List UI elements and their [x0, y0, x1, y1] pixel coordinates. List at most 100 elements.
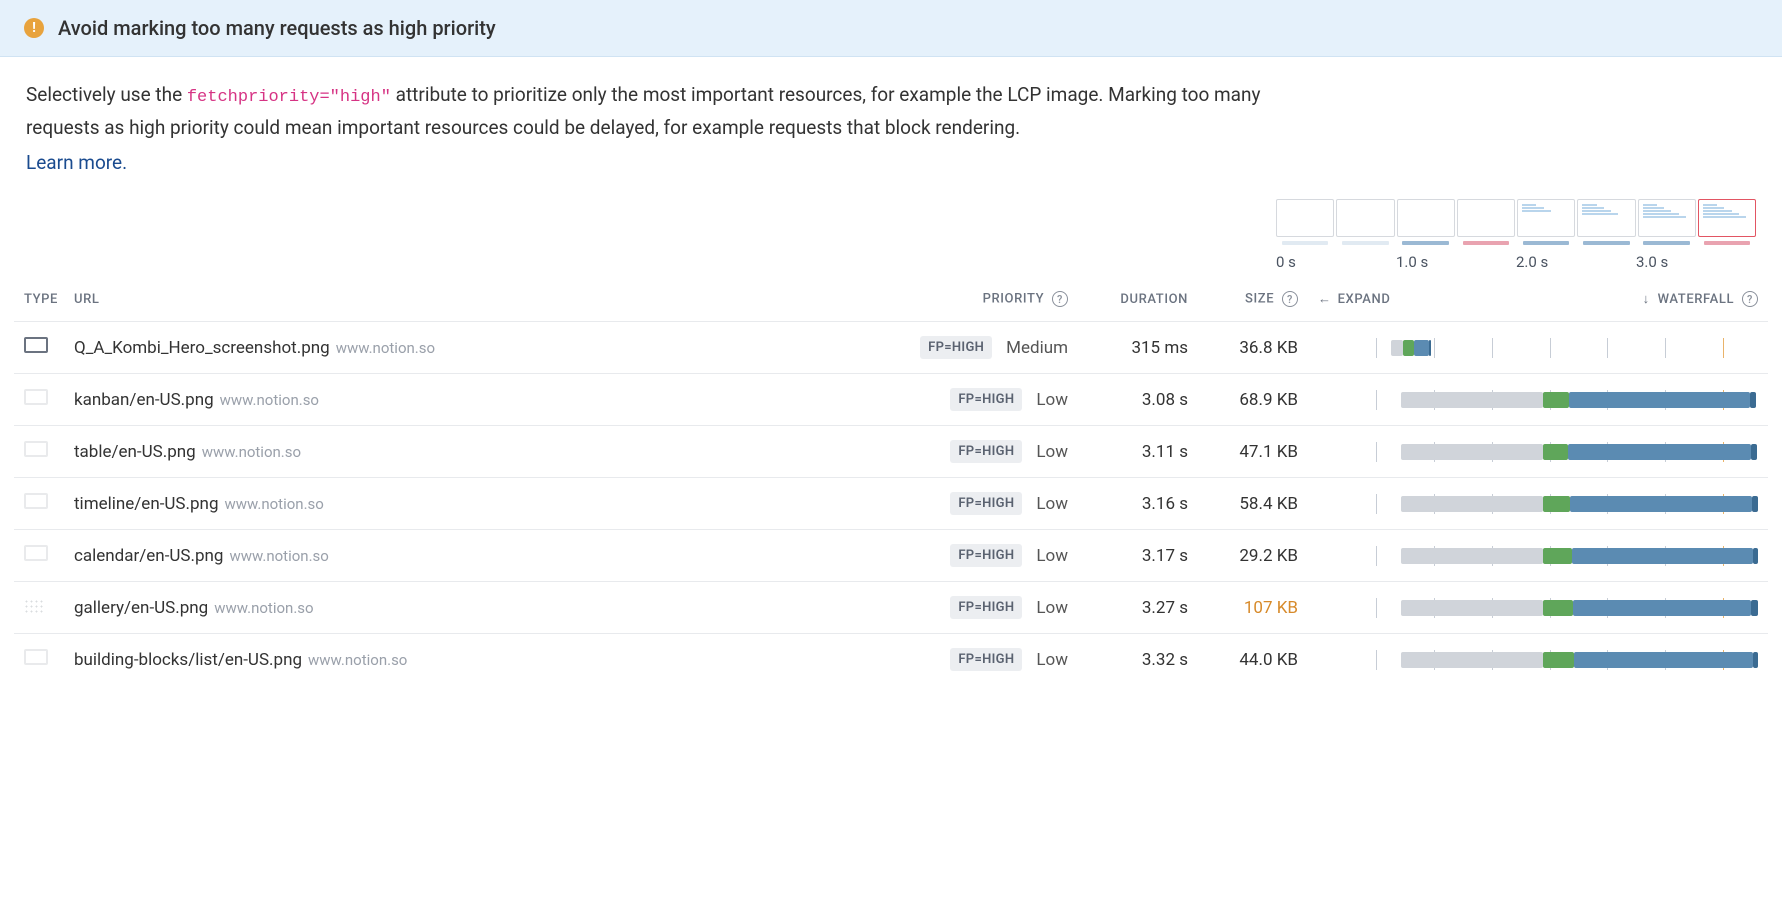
cell-url: calendar/en-US.pngwww.notion.so [64, 530, 868, 582]
banner-title: Avoid marking too many requests as high … [58, 16, 496, 40]
cell-size: 58.4 KB [1198, 478, 1308, 530]
url-host: www.notion.so [224, 495, 323, 513]
col-waterfall: ← EXPAND ↓ WATERFALL ? [1308, 271, 1768, 322]
warning-icon: ! [24, 18, 44, 38]
fetchpriority-badge: FP=HIGH [950, 492, 1022, 515]
table-row[interactable]: table/en-US.pngwww.notion.so FP=HIGH Low 3.… [14, 426, 1768, 478]
waterfall-sort[interactable]: ↓ WATERFALL ? [1643, 291, 1758, 308]
arrow-down-icon: ↓ [1643, 292, 1650, 307]
col-priority-label: PRIORITY [983, 291, 1045, 306]
cell-size: 44.0 KB [1198, 634, 1308, 686]
waterfall-bar [1318, 652, 1758, 668]
filmstrip-bar-cell [1457, 241, 1515, 245]
waterfall-bar [1318, 340, 1758, 356]
cell-type [14, 582, 64, 634]
filmstrip-bar-cell [1577, 241, 1635, 245]
cell-duration: 3.11 s [1078, 426, 1198, 478]
filmstrip-frame[interactable] [1577, 199, 1635, 237]
fetchpriority-badge: FP=HIGH [950, 388, 1022, 411]
url-file: Q_A_Kombi_Hero_screenshot.png [74, 338, 330, 358]
filmstrip-frame[interactable] [1457, 199, 1515, 237]
cell-waterfall [1308, 374, 1768, 426]
table-row[interactable]: calendar/en-US.pngwww.notion.so FP=HIGH Lo… [14, 530, 1768, 582]
cell-duration: 3.27 s [1078, 582, 1198, 634]
cell-size: 29.2 KB [1198, 530, 1308, 582]
filmstrip-frame[interactable] [1638, 199, 1696, 237]
col-size-label: SIZE [1245, 291, 1274, 306]
help-icon[interactable]: ? [1742, 291, 1758, 307]
table-body: Q_A_Kombi_Hero_screenshot.png www.notion.… [14, 322, 1768, 686]
warning-banner: ! Avoid marking too many requests as hig… [0, 0, 1782, 57]
cell-url: kanban/en-US.pngwww.notion.so [64, 374, 868, 426]
table-row[interactable]: Q_A_Kombi_Hero_screenshot.png www.notion.… [14, 322, 1768, 374]
filmstrip-frame[interactable] [1517, 199, 1575, 237]
cell-duration: 3.08 s [1078, 374, 1198, 426]
col-url[interactable]: URL [64, 271, 868, 322]
url-host: www.notion.so [214, 599, 313, 617]
url-file: timeline/en-US.png [74, 494, 218, 514]
col-type[interactable]: TYPE [14, 271, 64, 322]
cell-priority: FP=HIGH Low [868, 582, 1078, 634]
expand-button[interactable]: ← EXPAND [1318, 291, 1390, 307]
filmstrip-bar-cell [1397, 241, 1455, 245]
table-row[interactable]: kanban/en-US.pngwww.notion.so FP=HIGH Low 3… [14, 374, 1768, 426]
url-host: www.notion.so [202, 443, 301, 461]
cell-waterfall [1308, 478, 1768, 530]
filmstrip-time-label: 2.0 s [1516, 253, 1636, 271]
filmstrip-frame[interactable] [1698, 199, 1756, 237]
col-duration[interactable]: DURATION [1078, 271, 1198, 322]
filmstrip-frame[interactable] [1336, 199, 1394, 237]
help-icon[interactable]: ? [1282, 291, 1298, 307]
cell-type [14, 478, 64, 530]
fetchpriority-badge: FP=HIGH [950, 596, 1022, 619]
description-prefix: Selectively use the [26, 83, 187, 106]
fetchpriority-badge: FP=HIGH [950, 544, 1022, 567]
priority-value: Low [1036, 442, 1068, 462]
url-host: www.notion.so [336, 339, 435, 357]
cell-waterfall [1308, 530, 1768, 582]
cell-url: table/en-US.pngwww.notion.so [64, 426, 868, 478]
url-file: calendar/en-US.png [74, 546, 223, 566]
waterfall-bar [1318, 444, 1758, 460]
col-priority[interactable]: PRIORITY ? [868, 271, 1078, 322]
help-icon[interactable]: ? [1052, 291, 1068, 307]
cell-type [14, 374, 64, 426]
table-row[interactable]: timeline/en-US.png www.notion.so FP=HIGH Lo… [14, 478, 1768, 530]
filmstrip-bar-cell [1517, 241, 1575, 245]
cell-duration: 315 ms [1078, 322, 1198, 374]
cell-type [14, 634, 64, 686]
filmstrip-frame[interactable] [1276, 199, 1334, 237]
priority-value: Low [1036, 546, 1068, 566]
cell-priority: FP=HIGH Low [868, 530, 1078, 582]
filmstrip-bar-cell [1698, 241, 1756, 245]
cell-type [14, 322, 64, 374]
image-icon [24, 389, 48, 405]
url-host: www.notion.so [220, 391, 319, 409]
table-row[interactable]: building-blocks/list/en-US.pngwww.notion… [14, 634, 1768, 686]
fetchpriority-badge: FP=HIGH [950, 440, 1022, 463]
priority-value: Low [1036, 598, 1068, 618]
col-size[interactable]: SIZE ? [1198, 271, 1308, 322]
table-row[interactable]: gallery/en-US.pngwww.notion.so FP=HIGH Low… [14, 582, 1768, 634]
filmstrip-time-labels: 0 s1.0 s2.0 s3.0 s [1276, 253, 1756, 271]
image-icon [24, 337, 48, 353]
cell-url: timeline/en-US.png www.notion.so [64, 478, 868, 530]
requests-table: TYPE URL PRIORITY ? DURATION SIZE ? ← EX… [14, 271, 1768, 686]
learn-more-link[interactable]: Learn more. [26, 147, 127, 178]
cell-priority: FP=HIGHLow [868, 634, 1078, 686]
filmstrip-bars [1276, 241, 1756, 245]
cell-waterfall [1308, 582, 1768, 634]
cell-priority: FP=HIGH Low [868, 426, 1078, 478]
priority-value: Low [1036, 494, 1068, 514]
cell-type [14, 530, 64, 582]
filmstrip-time-label: 3.0 s [1636, 253, 1756, 271]
waterfall-bar [1318, 496, 1758, 512]
cell-waterfall [1308, 634, 1768, 686]
filmstrip-time-label: 1.0 s [1396, 253, 1516, 271]
cell-url: gallery/en-US.pngwww.notion.so [64, 582, 868, 634]
fetchpriority-badge: FP=HIGH [950, 648, 1022, 671]
filmstrip-frame[interactable] [1397, 199, 1455, 237]
cell-waterfall [1308, 426, 1768, 478]
priority-value: Low [1036, 390, 1068, 410]
cell-type [14, 426, 64, 478]
